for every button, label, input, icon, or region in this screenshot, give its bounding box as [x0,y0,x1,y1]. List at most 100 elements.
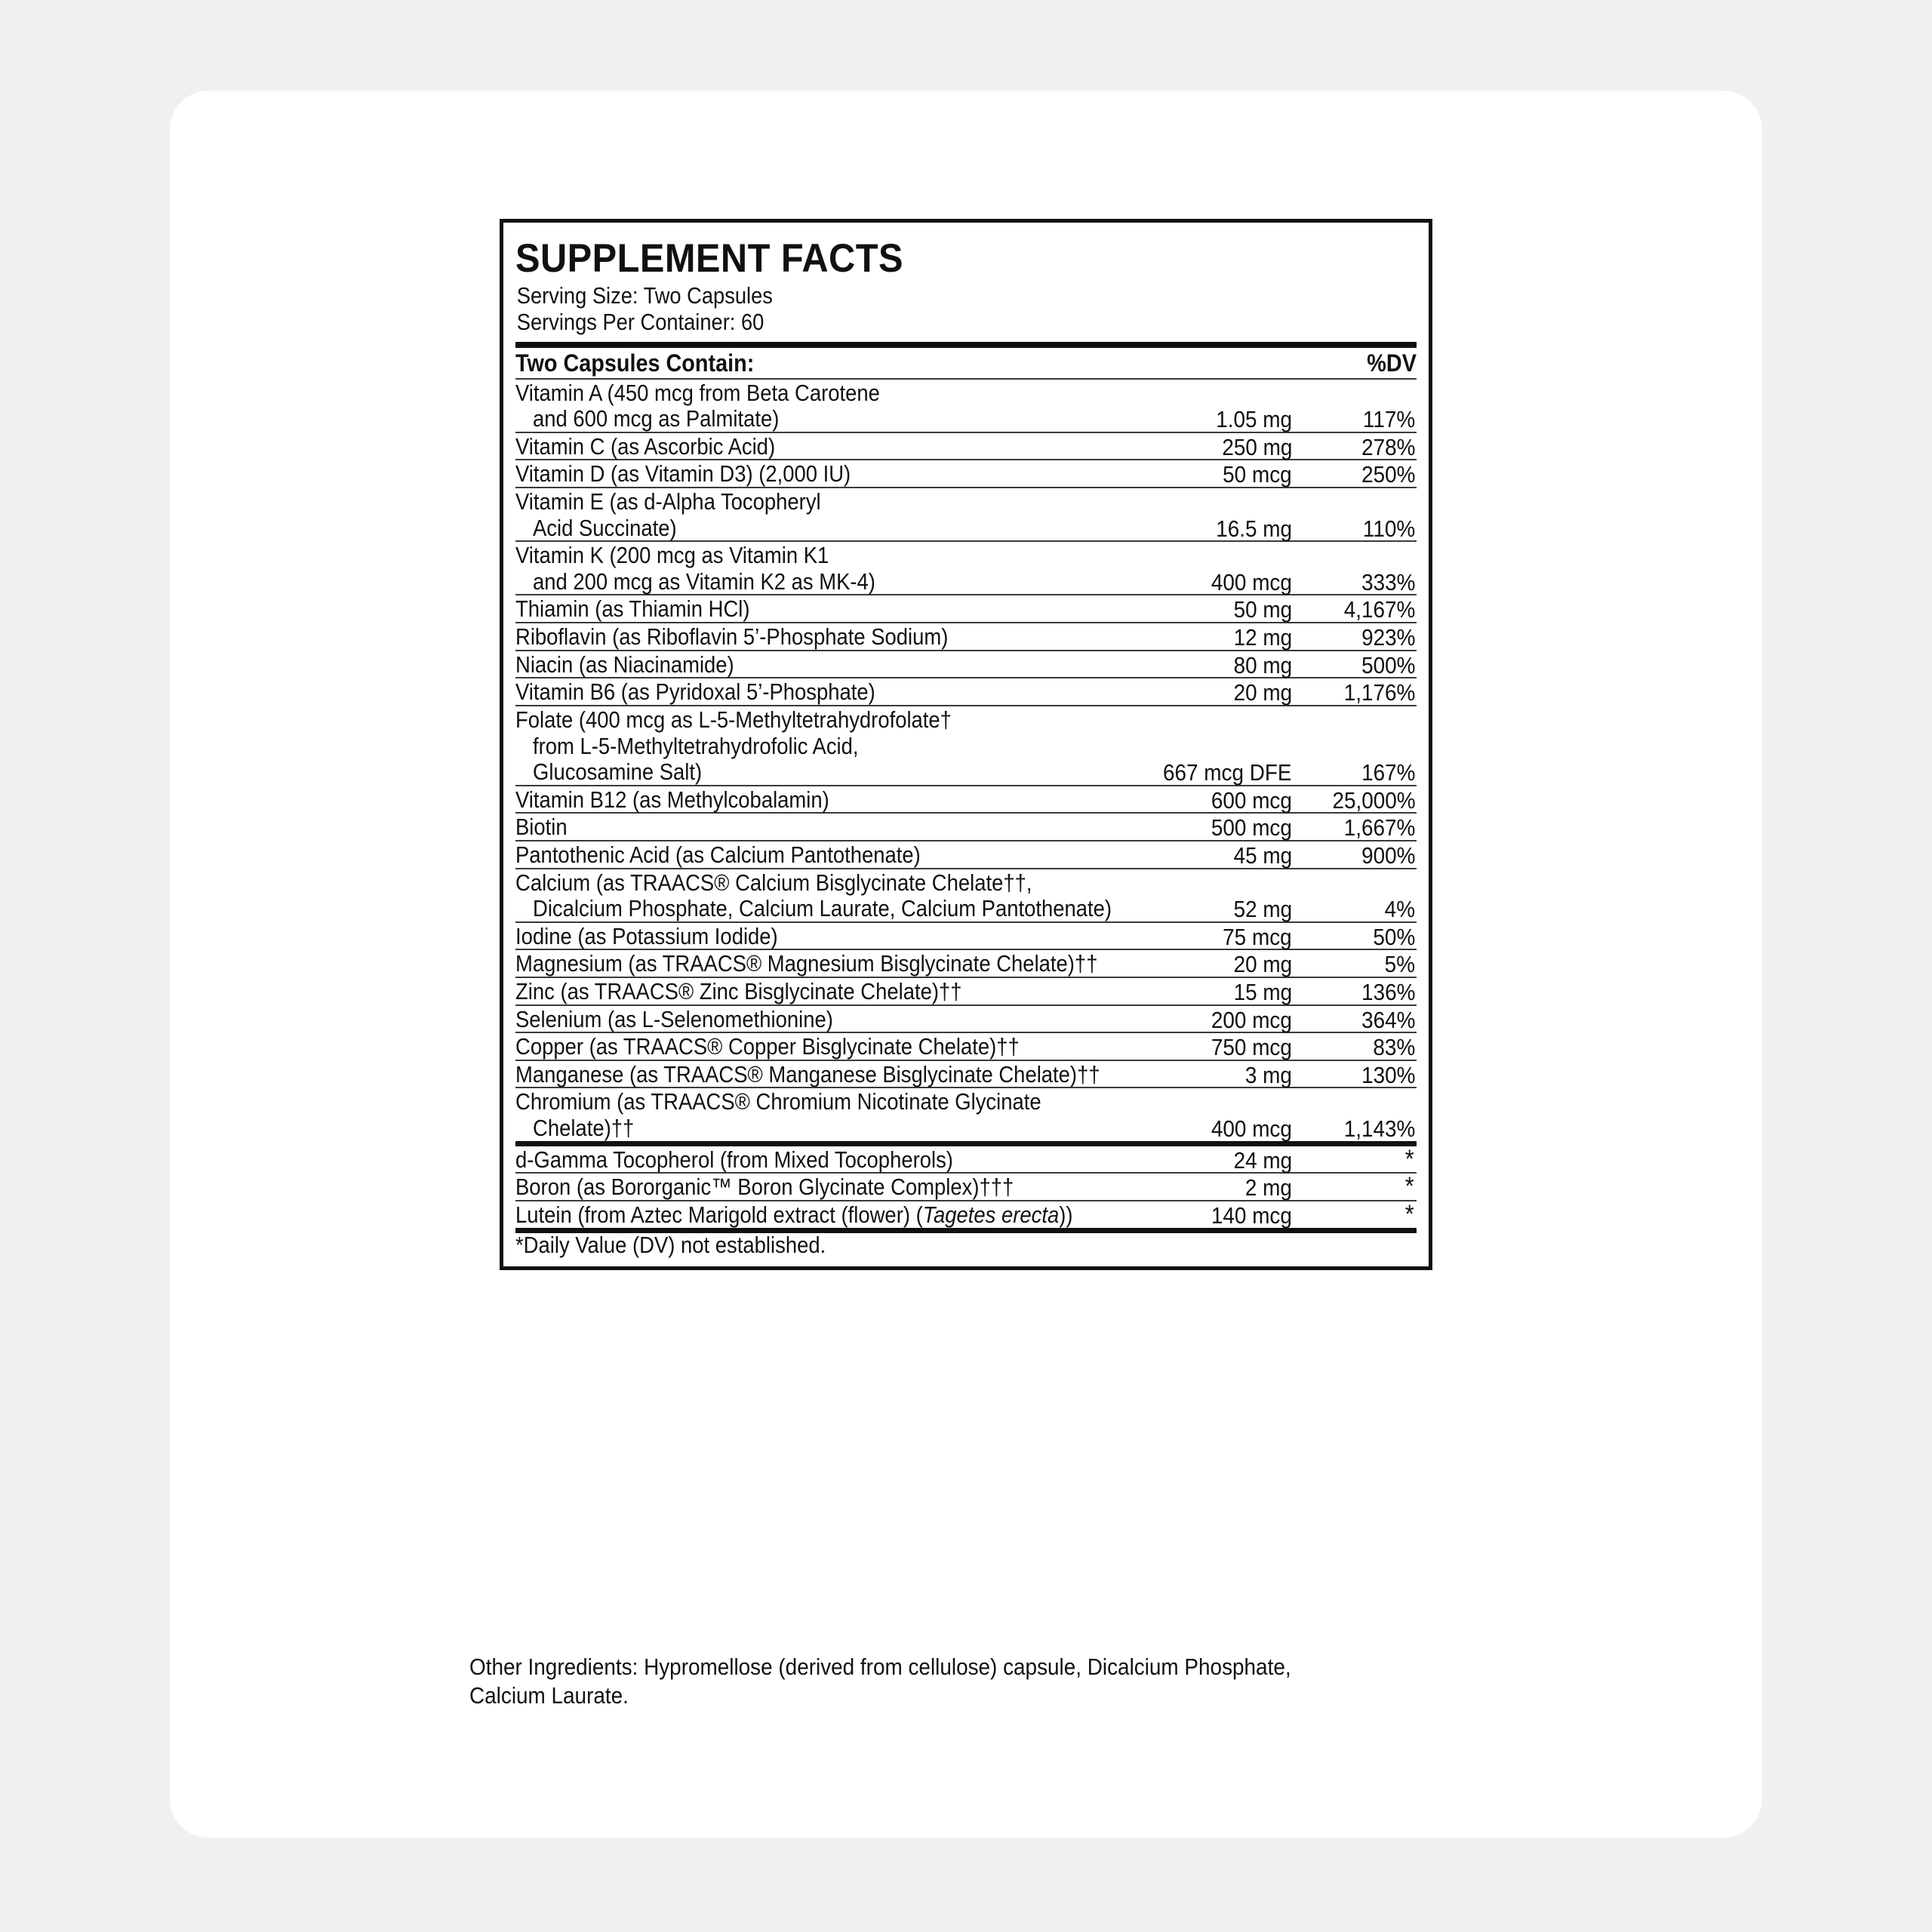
table-row: Vitamin B6 (as Pyridoxal 5’-Phosphate) 20… [515,678,1417,705]
nutrient-amount: 3 mg [1244,1061,1292,1088]
nutrient-name-cell: Pantothenic Acid (as Calcium Pantothenat… [515,841,1118,868]
nutrient-name-line: Vitamin C (as Ascorbic Acid) [515,432,776,460]
nutrient-amount-cell: 140 mcg [1118,1201,1292,1228]
nutrient-amount: 16.5 mg [1216,515,1292,542]
nutrient-name-cell: d-Gamma Tocopherol (from Mixed Tocophero… [515,1146,1118,1173]
row-separator-line [515,677,1417,679]
nutrient-dv-cell: 1,143% [1292,1088,1417,1140]
nutrient-name-cell: Vitamin D (as Vitamin D3) (2,000 IU) [515,460,1118,487]
nutrient-amount: 2 mg [1244,1174,1292,1201]
table-row: Riboflavin (as Riboflavin 5’-Phosphate S… [515,623,1417,650]
table-row: Vitamin K (200 mcg as Vitamin K1 and 200 … [515,542,1417,594]
nutrient-dv: 4,167% [1343,596,1416,623]
row-separator-line [515,1059,1417,1061]
page-title: SUPPLEMENT FACTS [515,236,903,281]
nutrient-name-line: Manganese (as TRAACS® Manganese Bisglyci… [515,1060,1100,1088]
row-separator [515,1140,1417,1146]
nutrient-name-line: Thiamin (as Thiamin HCl) [515,595,750,623]
nutrient-amount-cell: 75 mcg [1118,923,1292,949]
nutrient-name-line: Vitamin B6 (as Pyridoxal 5’-Phosphate) [515,678,875,706]
table-row: Folate (400 mcg as L-5-Methyltetrahydrof… [515,706,1417,785]
nutrient-dv: 500% [1361,651,1416,678]
nutrient-name-cell: Lutein (from Aztec Marigold extract (flo… [515,1201,1118,1228]
nutrient-name-cell: Vitamin C (as Ascorbic Acid) [515,433,1118,460]
row-separator-line [515,431,1417,433]
row-separator-line [515,784,1417,786]
row-separator [515,487,1417,489]
nutrient-name-cell: Calcium (as TRAACS® Calcium Bisglycinate… [515,869,1118,921]
table-row: Vitamin A (450 mcg from Beta Carotene and… [515,380,1417,432]
row-separator-line [515,487,1417,489]
nutrient-amount-cell: 400 mcg [1118,542,1292,594]
nutrient-dv: 333% [1361,568,1416,595]
nutrient-dv: 167% [1361,759,1416,786]
nutrient-dv: * [1404,1172,1414,1201]
nutrient-name-line: Vitamin A (450 mcg from Beta Carotene [515,379,880,406]
nutrient-name-line: Zinc (as TRAACS® Zinc Bisglycinate Chela… [515,978,962,1005]
nutrient-name-line: Vitamin K (200 mcg as Vitamin K1 [515,542,829,569]
other-ingredients-line-2: Calcium Laurate. [469,1682,629,1709]
table-row: Selenium (as L-Selenomethionine) 200 mcg 3… [515,1006,1417,1032]
row-separator-line [515,1227,1417,1233]
nutrient-amount-cell: 50 mg [1118,595,1292,622]
nutrient-name-line: Calcium (as TRAACS® Calcium Bisglycinate… [515,869,1032,896]
nutrient-amount-cell: 400 mcg [1118,1088,1292,1140]
serving-size-text: Serving Size: Two Capsules [516,282,773,309]
row-separator [515,921,1417,923]
table-header-row: Two Capsules Contain: %DV [515,348,1417,378]
nutrient-name-cell: Riboflavin (as Riboflavin 5’-Phosphate S… [515,623,1118,650]
table-row: Vitamin E (as d-Alpha Tocopheryl Acid Suc… [515,488,1417,540]
nutrient-amount: 20 mg [1233,951,1292,978]
table-row: Magnesium (as TRAACS® Magnesium Bisglyci… [515,950,1417,977]
table-row: Pantothenic Acid (as Calcium Pantothenat… [515,841,1417,868]
nutrient-amount: 12 mg [1233,624,1292,651]
nutrient-name-cell: Folate (400 mcg as L-5-Methyltetrahydrof… [515,706,1118,785]
nutrient-name-cell: Selenium (as L-Selenomethionine) [515,1006,1118,1032]
nutrient-name-line: d-Gamma Tocopherol (from Mixed Tocophero… [515,1146,953,1173]
nutrient-dv-cell: 4% [1292,869,1417,921]
row-separator-line [515,540,1417,543]
row-separator [515,1004,1417,1006]
table-row: Lutein (from Aztec Marigold extract (flo… [515,1201,1417,1228]
row-separator-line [515,977,1417,979]
nutrient-amount: 667 mcg DFE [1163,759,1292,786]
nutrient-amount: 200 mcg [1211,1006,1292,1033]
nutrient-name-line: Acid Succinate) [533,514,677,541]
nutrient-amount-cell: 50 mcg [1118,460,1292,487]
nutrient-dv: 50% [1373,923,1416,950]
nutrient-name-line: Vitamin E (as d-Alpha Tocopheryl [515,488,821,515]
nutrition-table: Two Capsules Contain: %DV Vitamin A (450… [515,348,1417,1233]
row-separator-line [515,1140,1417,1146]
nutrient-name-cell: Zinc (as TRAACS® Zinc Bisglycinate Chela… [515,978,1118,1004]
table-row: Vitamin C (as Ascorbic Acid) 250 mg 278% [515,433,1417,460]
nutrient-amount-cell: 600 mcg [1118,786,1292,813]
nutrient-name-line: Riboflavin (as Riboflavin 5’-Phosphate S… [515,623,949,651]
row-separator-line [515,1087,1417,1089]
nutrient-amount-cell: 24 mg [1118,1146,1292,1173]
nutrient-amount: 250 mg [1221,433,1292,460]
nutrient-name-line: Chromium (as TRAACS® Chromium Nicotinate… [515,1088,1041,1115]
nutrient-amount: 24 mg [1233,1146,1292,1174]
nutrient-amount-cell: 15 mg [1118,978,1292,1004]
row-separator [515,1172,1417,1174]
nutrient-amount-cell: 16.5 mg [1118,488,1292,540]
nutrient-name-cell: Vitamin B6 (as Pyridoxal 5’-Phosphate) [515,678,1118,705]
nutrient-amount-cell: 3 mg [1118,1061,1292,1088]
row-separator [515,977,1417,979]
nutrient-name-cell: Iodine (as Potassium Iodide) [515,923,1118,949]
row-separator-line [515,1004,1417,1006]
nutrient-dv: 83% [1373,1034,1416,1061]
nutrient-dv: 117% [1362,406,1416,433]
row-separator [515,1200,1417,1202]
nutrient-dv-cell: 278% [1292,433,1417,460]
nutrient-dv: 136% [1361,979,1416,1006]
nutrient-name-cell: Thiamin (as Thiamin HCl) [515,595,1118,622]
row-separator-line [515,594,1417,596]
nutrient-amount: 400 mcg [1211,1115,1292,1143]
row-separator-line [515,622,1417,624]
nutrient-name-line: Biotin [515,814,568,841]
row-separator [515,1059,1417,1061]
nutrient-dv: 1,667% [1343,814,1416,841]
nutrient-name-line: Chelate)†† [533,1115,635,1142]
